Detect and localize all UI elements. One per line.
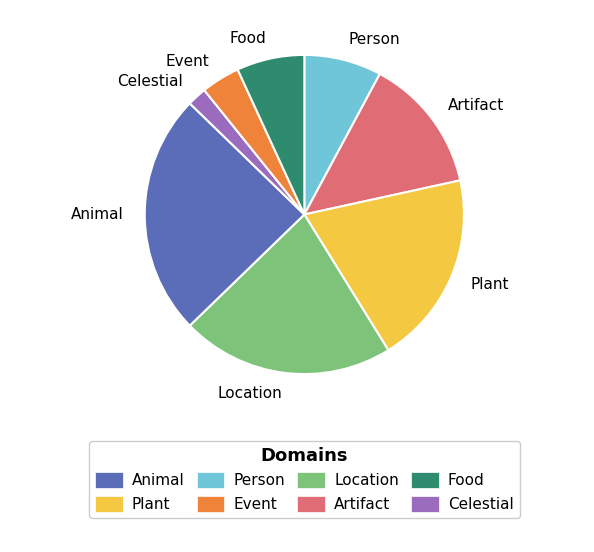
- Wedge shape: [238, 55, 304, 215]
- Text: Person: Person: [348, 32, 400, 47]
- Text: Celestial: Celestial: [117, 74, 183, 89]
- Text: Food: Food: [229, 31, 266, 46]
- Wedge shape: [189, 215, 388, 374]
- Legend: Animal, Plant, Person, Event, Location, Artifact, Food, Celestial: Animal, Plant, Person, Event, Location, …: [89, 440, 520, 518]
- Wedge shape: [304, 181, 464, 350]
- Text: Location: Location: [217, 386, 282, 401]
- Wedge shape: [304, 55, 380, 215]
- Wedge shape: [189, 90, 304, 215]
- Text: Plant: Plant: [470, 277, 509, 293]
- Text: Animal: Animal: [71, 207, 124, 222]
- Text: Event: Event: [166, 54, 210, 68]
- Text: Artifact: Artifact: [448, 98, 504, 113]
- Wedge shape: [145, 103, 304, 326]
- Wedge shape: [204, 70, 304, 215]
- Wedge shape: [304, 74, 460, 215]
